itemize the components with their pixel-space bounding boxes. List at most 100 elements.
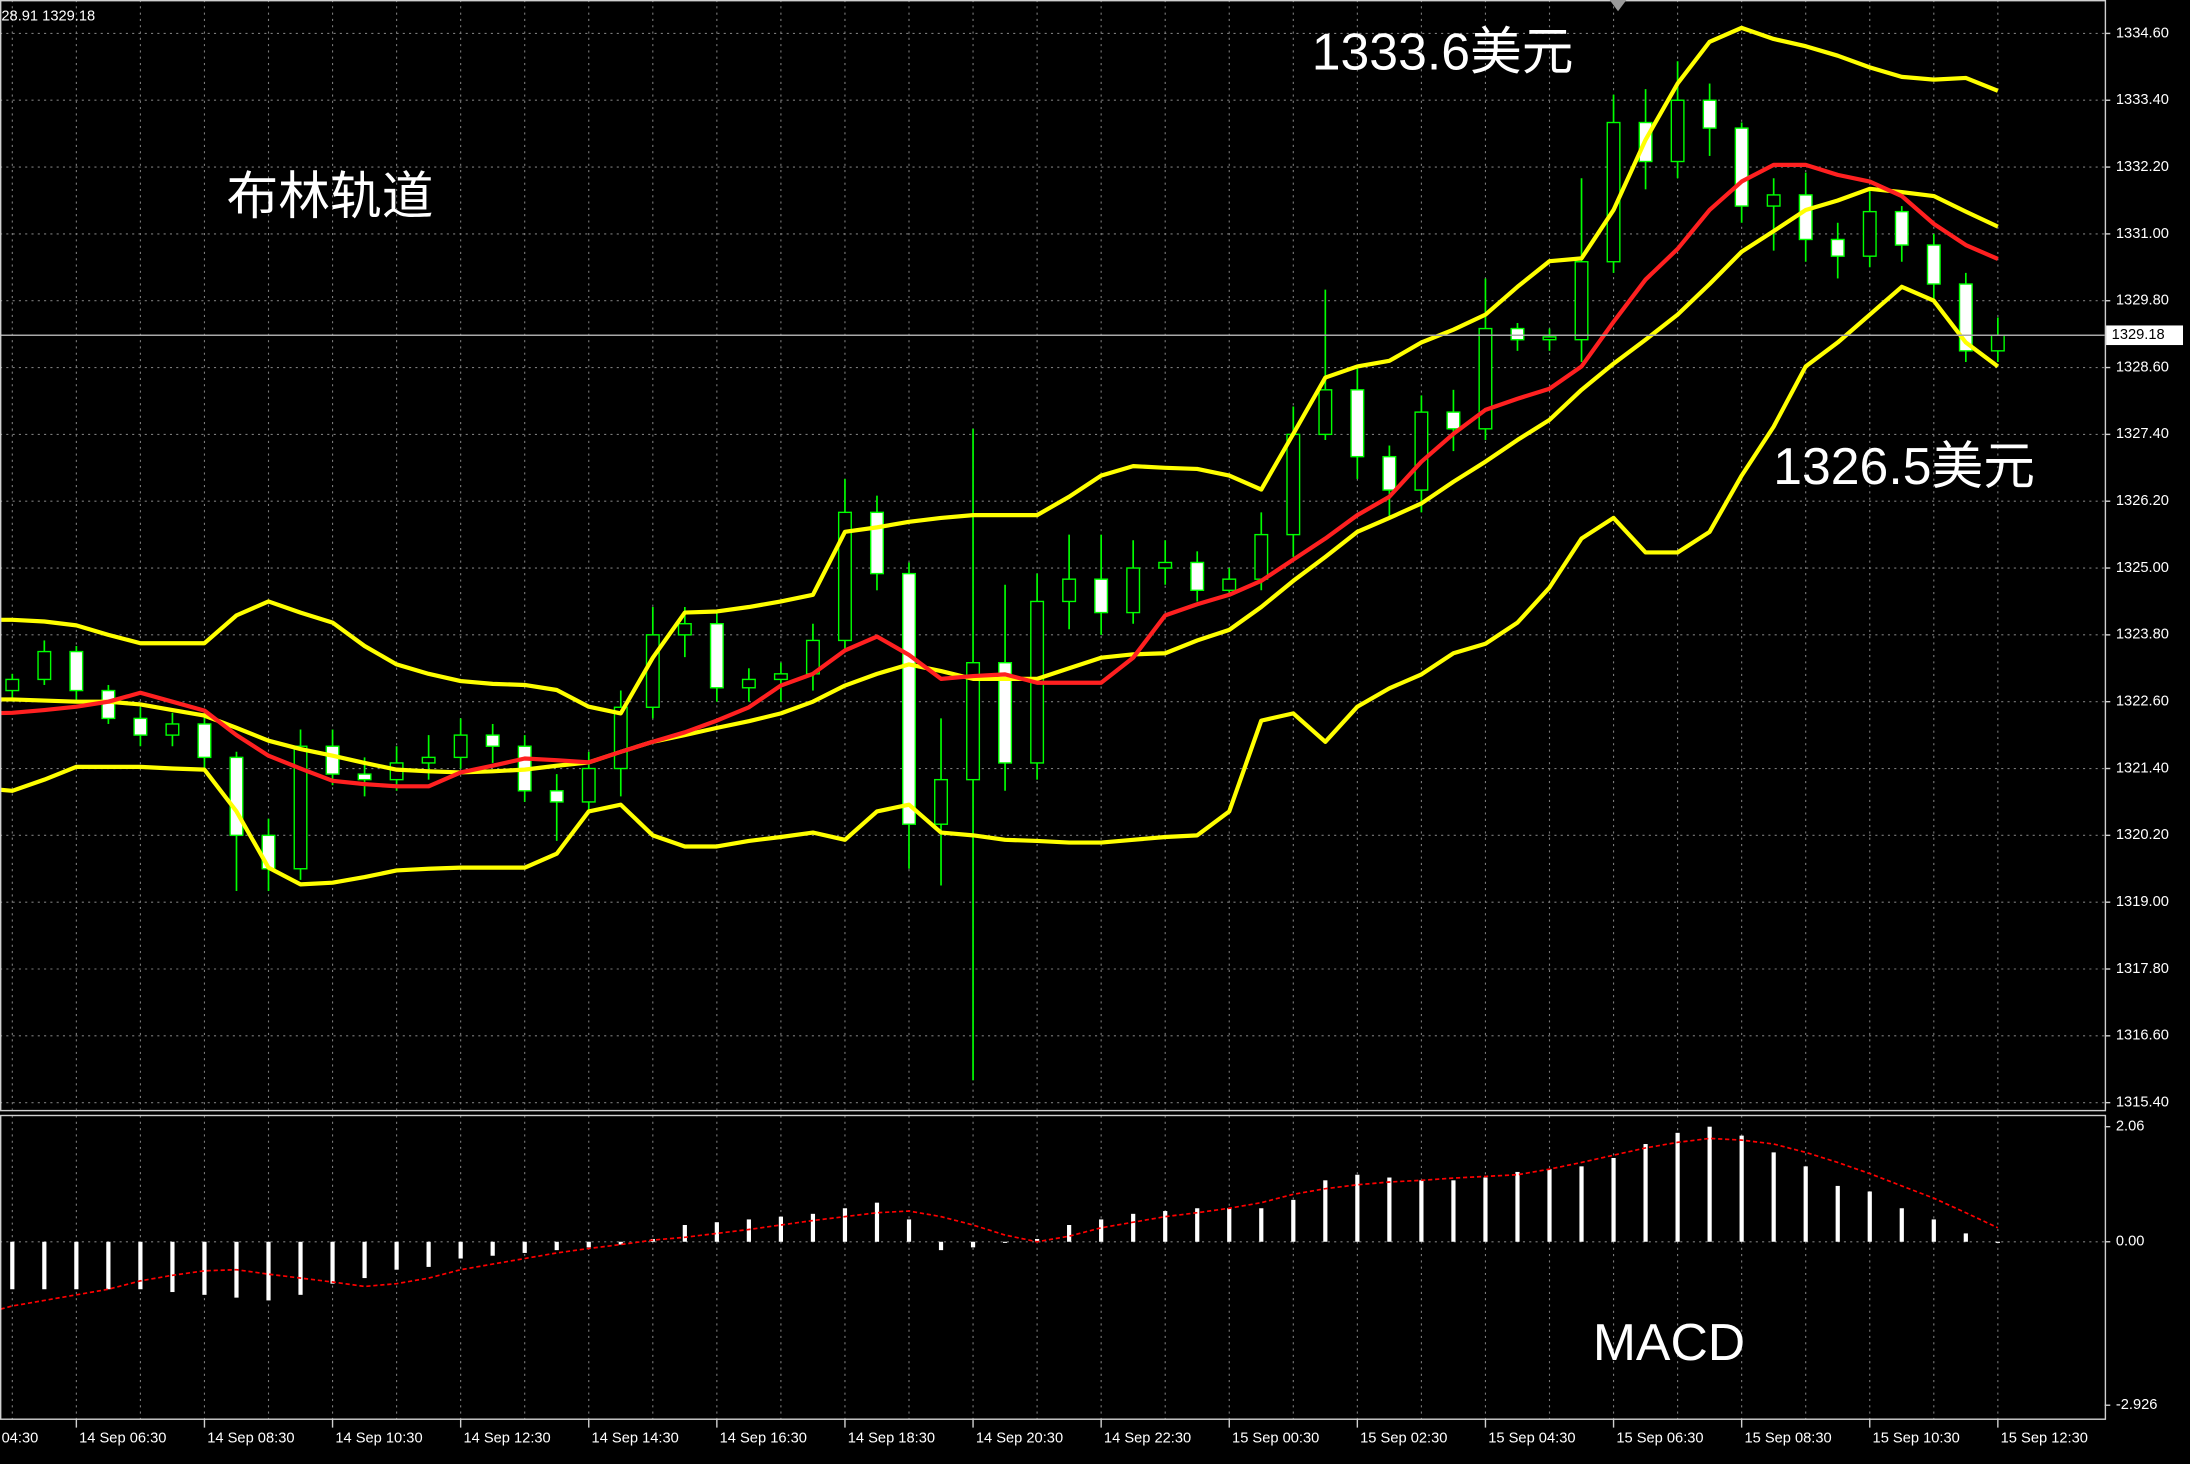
macd-bar: [1099, 1219, 1104, 1242]
macd-bar: [1803, 1166, 1808, 1242]
macd-bar: [1195, 1208, 1200, 1242]
macd-bar: [298, 1241, 303, 1295]
macd-bar: [1707, 1126, 1712, 1242]
candle-body: [1958, 283, 1973, 352]
macd-bar: [906, 1219, 912, 1242]
macd-bar: [778, 1216, 784, 1242]
y-tick-label: 1317.80: [2116, 961, 2169, 977]
y-tick-label: 1333.40: [2116, 92, 2169, 108]
x-tick-label: 14 Sep 18:30: [848, 1431, 935, 1447]
x-tick-label: 15 Sep 02:30: [1360, 1431, 1447, 1447]
candle-body: [645, 634, 660, 708]
macd-bar: [106, 1241, 111, 1290]
macd-bar: [1835, 1185, 1840, 1242]
macd-bar: [1035, 1238, 1040, 1242]
header-text: 28.91 1329.18: [1, 9, 95, 25]
candle-body: [1510, 327, 1525, 341]
macd-bar: [458, 1241, 463, 1259]
macd-bar: [522, 1241, 527, 1253]
candle-body: [1190, 561, 1205, 592]
macd-bar: [1323, 1180, 1328, 1242]
candle-body: [1446, 411, 1461, 430]
candle-body: [1126, 567, 1141, 614]
macd-bar: [1643, 1144, 1648, 1242]
candle-body: [165, 723, 180, 736]
band-line: [0, 25, 1999, 716]
macd-bar: [1867, 1191, 1872, 1242]
candle-body: [837, 511, 852, 642]
candle-body: [69, 650, 84, 692]
x-tick-label: 15 Sep 06:30: [1616, 1431, 1703, 1447]
candle-body: [357, 773, 372, 781]
candle-body: [1798, 194, 1813, 241]
y-tick-label: 1321.40: [2116, 760, 2169, 776]
macd-bar: [618, 1241, 623, 1245]
x-tick-label: 14 Sep 06:30: [79, 1431, 166, 1447]
macd-bar: [138, 1241, 143, 1290]
candle-body: [741, 678, 756, 689]
y-tick-label: 1334.60: [2116, 25, 2169, 41]
candle-body: [1702, 99, 1717, 129]
macd-bar: [1515, 1171, 1520, 1242]
macd-bar: [682, 1225, 687, 1242]
candle-body: [1990, 334, 2005, 352]
macd-bar: [1291, 1199, 1296, 1242]
candle-body: [1478, 327, 1493, 430]
candle-body: [1286, 433, 1301, 536]
y-tick-label: 1325.00: [2116, 560, 2169, 576]
y-tick-label: 1327.40: [2116, 426, 2169, 442]
candle-body: [325, 745, 340, 775]
macd-bar: [1002, 1241, 1008, 1243]
y-tick-label: 1329.80: [2116, 293, 2169, 309]
macd-bar: [970, 1241, 976, 1248]
candle-body: [1062, 578, 1077, 603]
macd-bar: [490, 1241, 495, 1256]
x-tick-label: 15 Sep 04:30: [1488, 1431, 1575, 1447]
macd-title: MACD: [1593, 1313, 1745, 1371]
candle-body: [1542, 336, 1557, 341]
candle-body: [1606, 121, 1621, 263]
candle-body: [1862, 210, 1877, 257]
macd-bar: [170, 1241, 175, 1293]
macd-bar: [394, 1241, 399, 1270]
macd-bar: [1931, 1219, 1936, 1242]
macd-bar: [714, 1222, 719, 1242]
macd-bar: [1387, 1177, 1392, 1242]
y-tick-label: 1315.40: [2116, 1095, 2169, 1111]
signal-line: [0, 1137, 1999, 1311]
candle-body: [998, 662, 1013, 764]
last-price-label: 1329.18: [2112, 327, 2165, 343]
y-tick-label: 1316.60: [2116, 1028, 2169, 1044]
macd-bar: [1771, 1152, 1776, 1242]
candle-body: [1894, 210, 1909, 246]
macd-bar: [1675, 1132, 1680, 1242]
price-panel: [0, 0, 2105, 1110]
candle-body: [1350, 389, 1365, 458]
macd-bar: [1579, 1166, 1584, 1242]
macd-bar: [842, 1208, 848, 1242]
macd-bar: [1227, 1208, 1232, 1242]
macd-bar: [1131, 1213, 1136, 1242]
candle-body: [421, 756, 436, 764]
candle-body: [229, 756, 244, 837]
y-tick-label: 1332.20: [2116, 159, 2169, 175]
macd-bar: [1995, 1241, 2000, 1243]
axes: 1334.60 1333.40 1332.20 1331.00 1329.80 1328.…: [0, 25, 2184, 1447]
y-tick-label: 0.00: [2116, 1234, 2145, 1250]
candle-body: [1158, 561, 1173, 569]
x-tick-label: 14 Sep 22:30: [1104, 1431, 1191, 1447]
candle-body: [934, 778, 949, 825]
x-tick-label: 14 Sep 20:30: [976, 1431, 1063, 1447]
candle-body: [1094, 578, 1109, 614]
y-tick-label: 2.06: [2116, 1119, 2145, 1135]
x-tick-label: 15 Sep 12:30: [2001, 1431, 2088, 1447]
macd-bar: [554, 1241, 559, 1251]
price-frame: [0, 0, 2107, 1112]
macd-bar: [874, 1202, 880, 1242]
macd-bar: [1259, 1208, 1264, 1242]
candle-body: [1574, 261, 1589, 341]
candle-body: [869, 511, 884, 575]
band-line: [0, 284, 2000, 887]
candle-body: [549, 790, 564, 803]
macd-bar: [1067, 1225, 1072, 1242]
